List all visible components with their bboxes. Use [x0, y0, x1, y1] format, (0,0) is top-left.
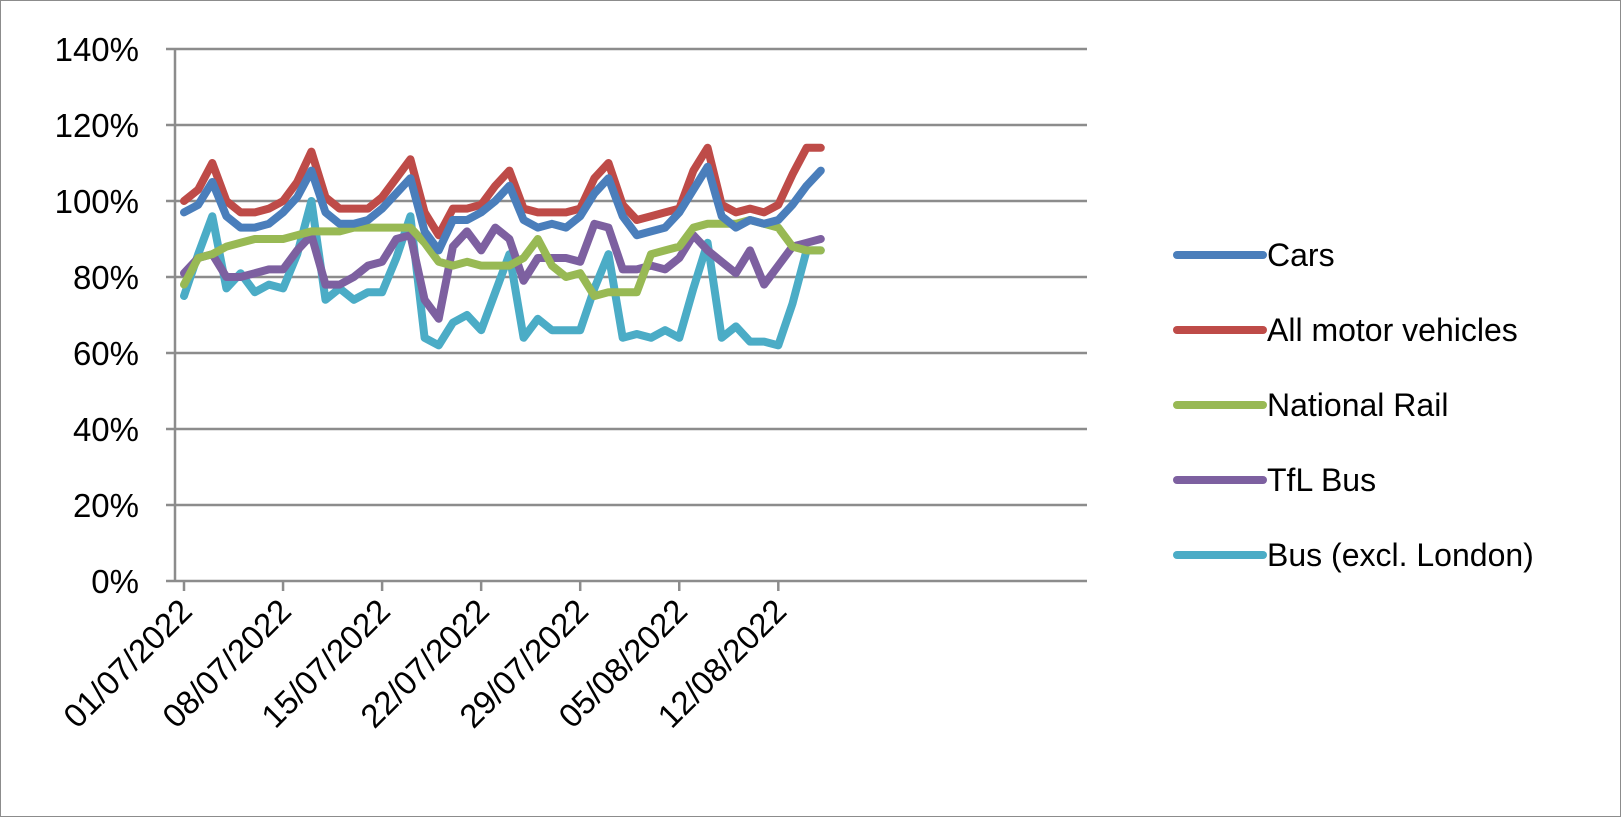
legend-label: All motor vehicles	[1267, 312, 1518, 348]
series-line-national-rail	[180, 216, 825, 300]
y-tick-label: 40%	[73, 411, 139, 448]
y-tick-label: 80%	[73, 259, 139, 296]
legend-label: TfL Bus	[1267, 462, 1376, 498]
axes: 0%20%40%60%80%100%120%140%01/07/202208/0…	[55, 31, 1087, 735]
series-line-bus-excl-london	[180, 197, 825, 350]
legend-label: Cars	[1267, 237, 1335, 273]
gridlines	[175, 47, 1087, 507]
series-line-tfl-bus	[180, 219, 825, 323]
legend-label: Bus (excl. London)	[1267, 537, 1534, 573]
y-tick-label: 20%	[73, 487, 139, 524]
series-line-all-motor-vehicles	[180, 143, 825, 240]
y-tick-label: 140%	[55, 31, 139, 68]
y-tick-label: 60%	[73, 335, 139, 372]
y-tick-label: 0%	[91, 563, 139, 600]
legend-label: National Rail	[1267, 387, 1448, 423]
y-tick-label: 100%	[55, 183, 139, 220]
legend: Cars All motor vehicles National Rail TfL B…	[1173, 237, 1534, 573]
series-line-cars	[180, 162, 825, 255]
y-tick-label: 120%	[55, 107, 139, 144]
series-lines	[180, 143, 825, 350]
